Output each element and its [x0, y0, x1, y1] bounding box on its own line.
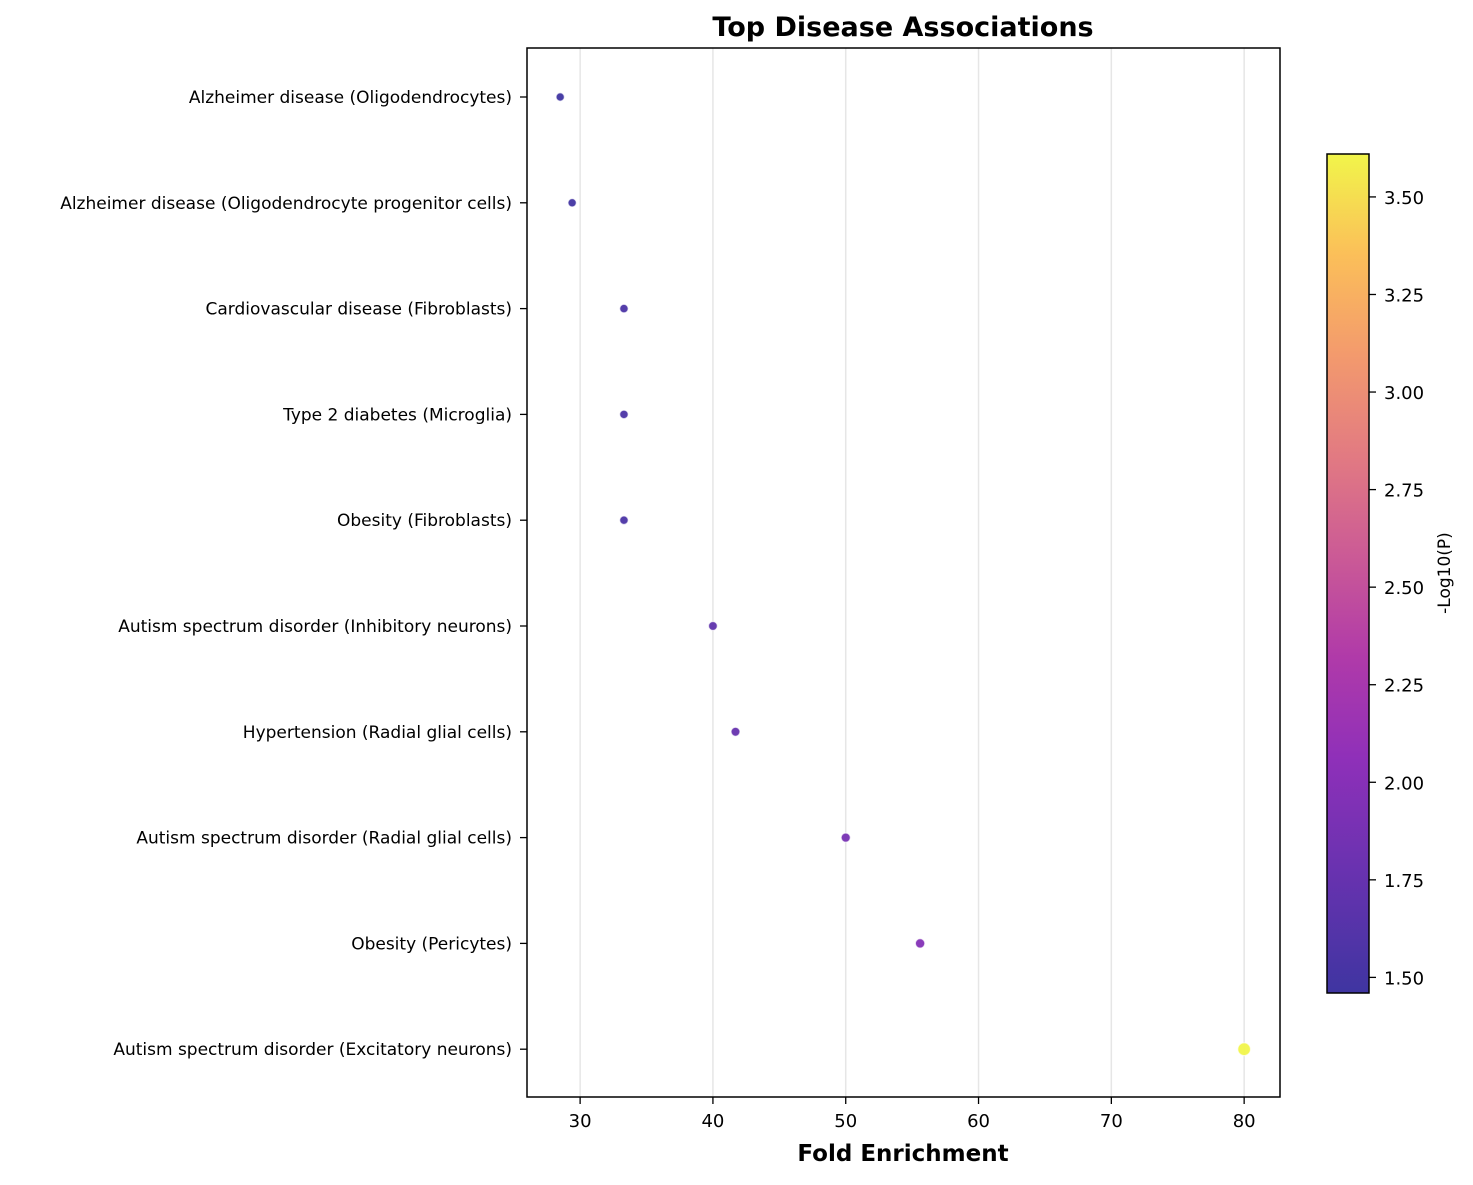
chart-title: Top Disease Associations	[712, 12, 1093, 43]
x-tick-label: 50	[834, 1111, 857, 1132]
y-tick-label: Obesity (Fibroblasts)	[337, 511, 512, 531]
data-point	[567, 197, 577, 208]
data-point	[707, 620, 718, 632]
colorbar-label: -Log10(P)	[1435, 532, 1455, 614]
colorbar-tick-label: 3.00	[1384, 383, 1424, 404]
x-tick-label: 80	[1233, 1111, 1256, 1132]
y-tick-label: Autism spectrum disorder (Inhibitory neu…	[118, 617, 512, 637]
x-tick-label: 30	[569, 1111, 592, 1132]
y-tick-label: Autism spectrum disorder (Radial glial c…	[136, 829, 512, 849]
x-axis-label: Fold Enrichment	[797, 1141, 1008, 1167]
data-points	[555, 92, 1252, 1057]
grid-lines	[579, 48, 1245, 1097]
colorbar	[1326, 153, 1370, 994]
colorbar-ticks: 1.50 1.75 2.00 2.25 2.50 2.75 3.00 3.25 3.50	[1369, 188, 1424, 989]
colorbar-tick-label: 2.00	[1384, 773, 1424, 794]
y-axis-ticks: Alzheimer disease (Oligodendrocytes) Alzh…	[60, 88, 527, 1060]
y-tick-label: Alzheimer disease (Oligodendrocyte proge…	[60, 194, 512, 214]
y-tick-label: Alzheimer disease (Oligodendrocytes)	[189, 88, 512, 108]
y-tick-label: Type 2 diabetes (Microglia)	[282, 405, 512, 425]
x-tick-label: 70	[1100, 1111, 1123, 1132]
y-tick-label: Autism spectrum disorder (Excitatory neu…	[113, 1040, 512, 1060]
colorbar-tick-label: 1.75	[1384, 871, 1424, 892]
y-tick-label: Hypertension (Radial glial cells)	[243, 723, 512, 743]
data-point	[914, 938, 926, 949]
data-point	[730, 726, 741, 737]
y-tick-label: Cardiovascular disease (Fibroblasts)	[206, 300, 513, 320]
data-point	[1237, 1042, 1252, 1057]
x-tick-label: 40	[701, 1111, 724, 1132]
y-tick-label: Obesity (Pericytes)	[351, 934, 512, 954]
data-point	[619, 515, 629, 526]
data-point	[555, 92, 566, 102]
plot-frame	[526, 47, 1281, 1098]
colorbar-tick-label: 2.50	[1384, 578, 1424, 599]
x-axis-ticks: 30 40 50 60 70 80	[569, 1097, 1256, 1132]
colorbar-tick-label: 1.50	[1384, 968, 1424, 989]
colorbar-tick-label: 2.25	[1384, 676, 1424, 697]
data-point	[619, 409, 629, 420]
colorbar-tick-label: 3.50	[1384, 188, 1424, 209]
colorbar-tick-label: 3.25	[1384, 285, 1424, 306]
data-point	[840, 832, 851, 843]
data-point	[619, 303, 629, 314]
colorbar-tick-label: 2.75	[1384, 481, 1424, 502]
x-tick-label: 60	[967, 1111, 990, 1132]
